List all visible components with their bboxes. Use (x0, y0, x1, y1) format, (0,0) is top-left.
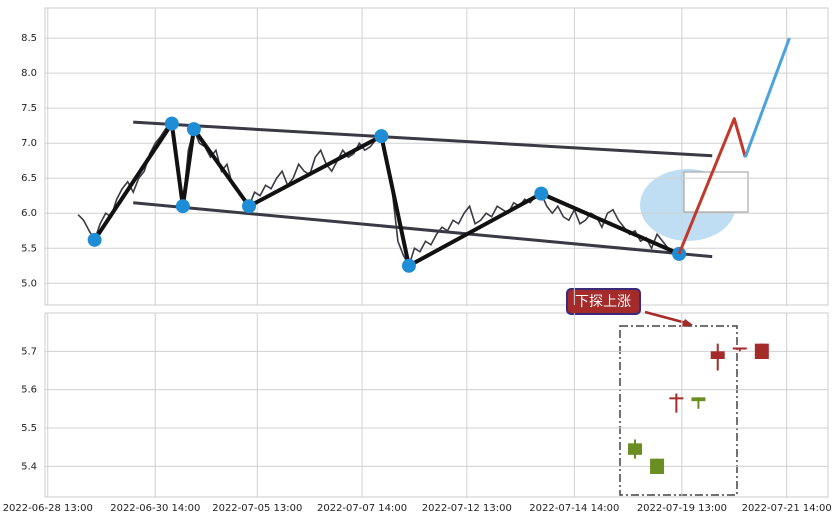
annotation: 下探上涨 (575, 294, 631, 310)
highlight-box (619, 325, 738, 496)
pivot-point (175, 199, 190, 214)
candle-body (732, 347, 747, 350)
y-tick-label: 5.4 (21, 461, 37, 472)
y-tick-label: 7.5 (21, 103, 37, 114)
bottom-panel (44, 312, 829, 498)
x-tick-label: 2022-07-05 13:00 (212, 503, 302, 514)
x-tick-label: 2022-07-14 14:00 (529, 503, 619, 514)
pivot-point (242, 199, 257, 214)
y-tick-label: 7.0 (21, 138, 37, 149)
candle-body (754, 343, 769, 359)
series-line (677, 117, 747, 255)
candle-body (650, 458, 665, 474)
y-tick-label: 6.0 (21, 208, 37, 219)
candle-body (691, 397, 706, 402)
y-tick-label: 8.0 (21, 68, 37, 79)
pivot-point (534, 186, 549, 201)
y-tick-label: 5.5 (21, 423, 37, 434)
pivot-point (374, 129, 389, 144)
annotation-arrowhead (681, 319, 693, 327)
y-tick-label: 8.5 (21, 33, 37, 44)
series-line (133, 120, 713, 158)
x-tick-label: 2022-07-12 13:00 (422, 503, 512, 514)
candle-body (669, 397, 684, 400)
series-line (743, 37, 791, 158)
pivot-point (186, 122, 201, 137)
y-tick-label: 5.6 (21, 385, 37, 396)
x-tick-label: 2022-07-07 14:00 (317, 503, 407, 514)
x-tick-label: 2022-06-30 14:00 (110, 503, 200, 514)
annotation-arrow (644, 310, 691, 326)
candle-body (710, 351, 725, 359)
x-tick-label: 2022-07-19 13:00 (637, 503, 727, 514)
y-tick-label: 5.7 (21, 346, 37, 357)
y-tick-label: 5.5 (21, 243, 37, 254)
y-tick-label: 5.0 (21, 278, 37, 289)
y-tick-label: 6.5 (21, 173, 37, 184)
pivot-point (164, 116, 179, 131)
series-line (133, 201, 713, 259)
annotation-box (566, 288, 641, 315)
pivot-point (87, 232, 102, 247)
pivot-point (401, 258, 416, 273)
x-tick-label: 2022-07-21 14:00 (742, 503, 832, 514)
candle-body (628, 443, 643, 455)
x-tick-label: 2022-06-28 13:00 (3, 503, 93, 514)
